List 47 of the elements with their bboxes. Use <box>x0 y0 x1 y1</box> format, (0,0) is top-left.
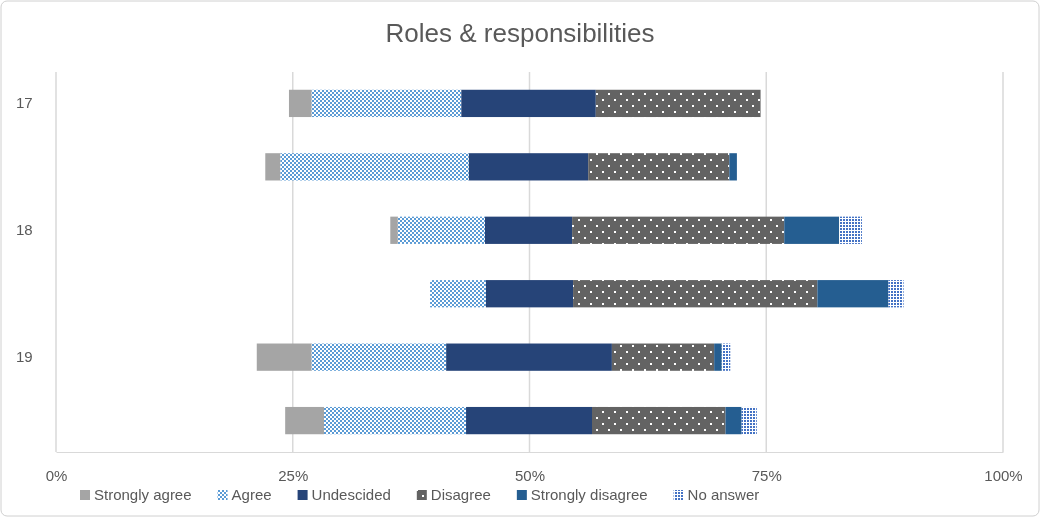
y-tick-label: 17 <box>16 94 33 112</box>
legend-label: Strongly agree <box>94 486 192 503</box>
bar <box>390 216 398 244</box>
y-tick-label: 19 <box>16 347 33 365</box>
bar <box>725 406 742 435</box>
bar <box>468 153 589 181</box>
bar <box>573 280 818 308</box>
bar <box>729 153 737 181</box>
bar <box>888 280 904 308</box>
bar <box>466 406 592 435</box>
bar <box>714 343 722 371</box>
legend-label: Undescided <box>311 486 391 503</box>
bar <box>256 343 312 371</box>
bar <box>592 406 726 435</box>
bar <box>324 406 467 435</box>
bar <box>595 89 761 118</box>
bar <box>311 89 462 118</box>
bar <box>741 406 757 435</box>
bar <box>280 153 469 181</box>
legend-label: Strongly disagree <box>530 486 648 503</box>
bar <box>446 343 612 371</box>
y-tick-label: 18 <box>16 221 33 239</box>
legend-label: No answer <box>687 486 760 503</box>
bar <box>311 343 447 371</box>
bar <box>430 280 486 308</box>
x-tick-label: 0% <box>45 466 68 484</box>
legend-label: Disagree <box>430 486 491 503</box>
bar <box>817 280 889 308</box>
chart-title: Roles & responsibilities <box>385 18 655 48</box>
bar <box>285 406 324 435</box>
bar <box>288 89 312 118</box>
bar <box>572 216 785 244</box>
bar <box>397 216 485 244</box>
x-tick-label: 75% <box>751 466 782 484</box>
bar <box>721 343 731 371</box>
bar <box>265 153 281 181</box>
x-tick-label: 25% <box>278 466 309 484</box>
bar <box>461 89 596 118</box>
legend-label: Agree <box>231 486 272 503</box>
x-tick-label: 100% <box>984 466 1023 484</box>
bar <box>485 280 574 308</box>
bar <box>839 216 862 244</box>
bar <box>588 153 730 181</box>
bar <box>484 216 573 244</box>
bar <box>784 216 840 244</box>
x-tick-label: 50% <box>514 466 546 484</box>
bar <box>611 343 715 371</box>
